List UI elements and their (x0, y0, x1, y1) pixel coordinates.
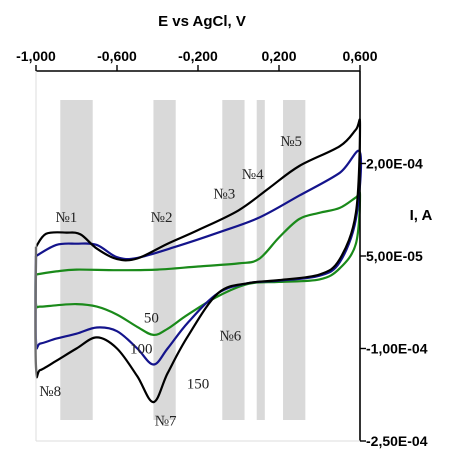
x-tick-label: -1,000 (16, 48, 56, 64)
shaded-bands (60, 100, 306, 420)
y-tick-label: 2,00E-04 (366, 156, 423, 172)
band-1 (60, 100, 93, 420)
band-4 (256, 100, 265, 420)
series-50-curve (34, 191, 362, 337)
annotations: №1 №2 №3 №4 №5 №6 №7 №8 50 100 150 (39, 134, 302, 429)
x-tick-label: 0,600 (342, 48, 377, 64)
ticks: -1,000 -0,600 -0,200 0,200 0,600 2,00E-04 5,00… (16, 48, 428, 449)
band-2 (153, 100, 176, 420)
annotation-label: №3 (213, 187, 235, 203)
annotation-label: №8 (39, 384, 61, 400)
annotation-label: №7 (155, 414, 177, 430)
x-tick-label: -0,600 (97, 48, 137, 64)
x-tick-label: 0,200 (261, 48, 296, 64)
series-150-curve (34, 118, 362, 404)
band-5 (283, 100, 306, 420)
y-axis-title: I, A (410, 207, 433, 224)
x-axis-title: E vs AgCl, V (158, 13, 246, 30)
annotation-label: №4 (242, 167, 264, 183)
annotation-label: №5 (280, 134, 302, 150)
y-tick-label: 5,00E-05 (366, 248, 423, 264)
annotation-label: 150 (187, 377, 210, 393)
x-tick-label: -0,200 (178, 48, 218, 64)
annotation-label: №2 (151, 210, 173, 226)
y-tick-label: -1,00E-04 (366, 341, 428, 357)
annotation-label: №6 (219, 328, 241, 344)
y-tick-label: -2,50E-04 (366, 433, 428, 449)
cv-curves (34, 118, 363, 404)
annotation-label: №1 (55, 210, 77, 226)
annotation-label: 50 (144, 311, 159, 327)
band-3 (222, 100, 245, 420)
annotation-label: 100 (130, 341, 153, 357)
